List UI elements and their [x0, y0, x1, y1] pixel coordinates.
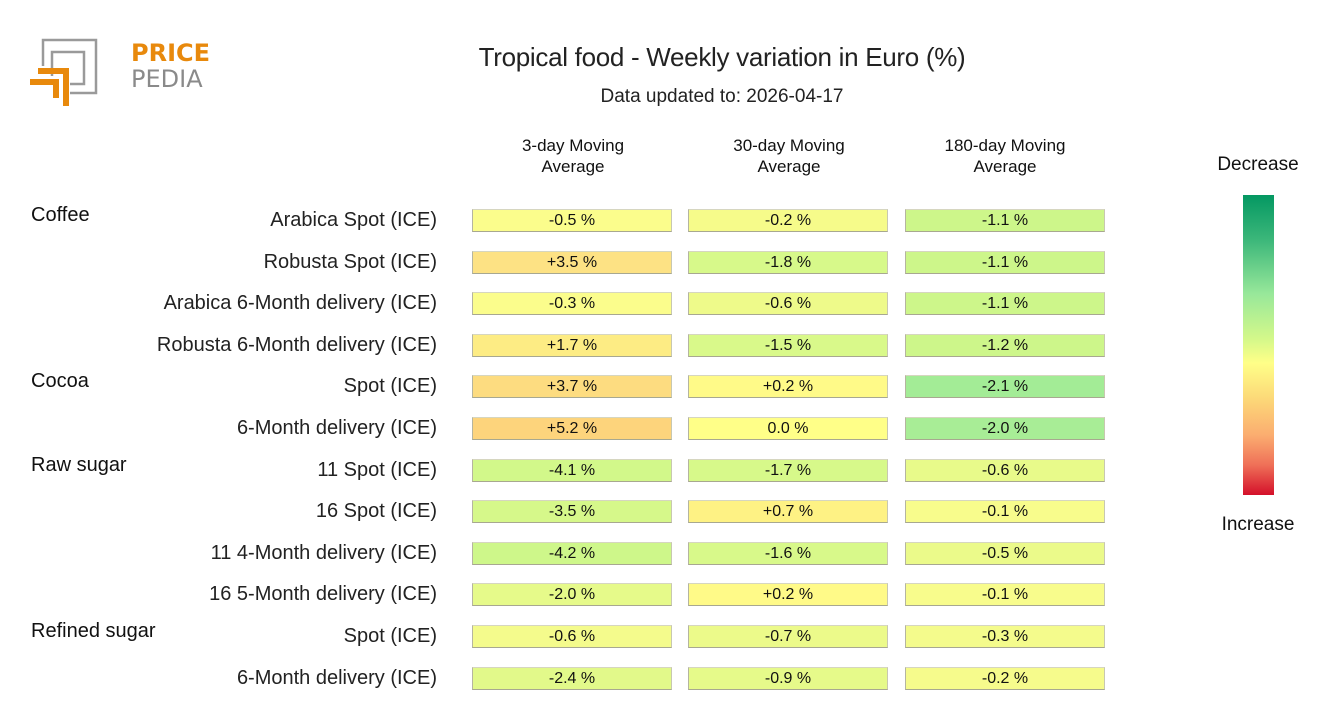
row-label: Arabica 6-Month delivery (ICE): [163, 292, 437, 315]
heatmap-cell: -0.3 %: [905, 625, 1105, 648]
heatmap-cell: +3.5 %: [472, 250, 672, 274]
heatmap-cell: -1.1 %: [905, 250, 1105, 274]
heatmap-cell: -0.1 %: [905, 583, 1105, 607]
group-label-coffee: Coffee: [31, 204, 90, 226]
column-header-3day: 3-day Moving Average: [472, 135, 674, 177]
heatmap-cell: +5.2 %: [472, 417, 672, 440]
heatmap-cell: -4.1 %: [472, 458, 672, 482]
column-header-line: 180-day Moving: [944, 136, 1066, 155]
row-label: 11 Spot (ICE): [317, 458, 437, 481]
chart-title: Tropical food - Weekly variation in Euro…: [478, 42, 966, 72]
heatmap-cell: -1.1 %: [905, 292, 1105, 316]
group-label-refined-sugar: Refined sugar: [31, 620, 156, 642]
heatmap-cell: -1.8 %: [688, 250, 888, 274]
column-header-line: 30-day Moving: [733, 136, 845, 155]
row-label: Robusta Spot (ICE): [263, 250, 437, 273]
heatmap-cell: +1.7 %: [472, 333, 672, 357]
heatmap-cell: -4.2 %: [472, 541, 672, 565]
row-label: Arabica Spot (ICE): [270, 209, 437, 231]
heatmap-cell: +3.7 %: [472, 375, 672, 399]
heatmap-cell: -0.6 %: [472, 625, 672, 648]
heatmap-cell: 0.0 %: [688, 417, 888, 440]
column-header-line: Average: [973, 157, 1037, 176]
row-label: 16 5-Month delivery (ICE): [209, 583, 437, 606]
group-label-raw-sugar: Raw sugar: [31, 453, 127, 476]
heatmap-cell: -0.5 %: [472, 209, 672, 232]
column-header-30day: 30-day Moving Average: [688, 135, 890, 177]
heatmap-cell: -0.9 %: [688, 666, 888, 690]
heatmap-cell: +0.2 %: [688, 583, 888, 607]
heatmap-cell: -1.2 %: [905, 333, 1105, 357]
heatmap-cell: -2.0 %: [472, 583, 672, 607]
row-label: 16 Spot (ICE): [315, 500, 437, 523]
heatmap-cell: -0.1 %: [905, 500, 1105, 524]
column-header-180day: 180-day Moving Average: [904, 135, 1106, 177]
heatmap-cell: -2.0 %: [905, 417, 1105, 440]
column-header-line: 3-day Moving: [521, 136, 625, 155]
heatmap-cell: -1.1 %: [905, 209, 1105, 232]
heatmap-cell: -1.6 %: [688, 541, 888, 565]
heatmap-cell: -3.5 %: [472, 500, 672, 524]
row-label: Spot (ICE): [343, 375, 437, 398]
legend-decrease-label: Decrease: [1217, 154, 1299, 175]
heatmap-cell: -1.7 %: [688, 458, 888, 482]
column-header-line: Average: [757, 157, 821, 176]
heatmap-cell: -0.6 %: [905, 458, 1105, 482]
row-label: 6-Month delivery (ICE): [236, 666, 437, 689]
group-label-cocoa: Cocoa: [31, 370, 89, 393]
legend-color-scale: [1243, 195, 1274, 495]
heatmap-cell: -0.2 %: [905, 666, 1105, 690]
row-label: 6-Month delivery (ICE): [236, 417, 437, 439]
heatmap-cell: -0.3 %: [472, 292, 672, 316]
logo-text-price: PRICE: [131, 39, 211, 67]
row-label: 11 4-Month delivery (ICE): [210, 541, 437, 564]
logo-mark-icon: [30, 38, 98, 106]
heatmap-cell: -0.6 %: [688, 292, 888, 316]
heatmap-cell: -0.5 %: [905, 541, 1105, 565]
column-header-line: Average: [541, 157, 605, 176]
heatmap-cell: -1.5 %: [688, 333, 888, 357]
heatmap-cell: -2.4 %: [472, 666, 672, 690]
heatmap-cell: -0.2 %: [688, 209, 888, 232]
heatmap-cell: +0.2 %: [688, 375, 888, 399]
logo-text-pedia: PEDIA: [131, 65, 203, 93]
pricepedia-logo: PRICE PEDIA: [30, 38, 210, 110]
row-label: Robusta 6-Month delivery (ICE): [156, 333, 437, 356]
heatmap-cell: -0.7 %: [688, 625, 888, 648]
heatmap-cell: +0.7 %: [688, 500, 888, 524]
chart-subtitle: Data updated to: 2026-04-17: [600, 86, 844, 107]
heatmap-cell: -2.1 %: [905, 375, 1105, 399]
row-label: Spot (ICE): [343, 625, 437, 647]
legend-increase-label: Increase: [1221, 514, 1295, 535]
